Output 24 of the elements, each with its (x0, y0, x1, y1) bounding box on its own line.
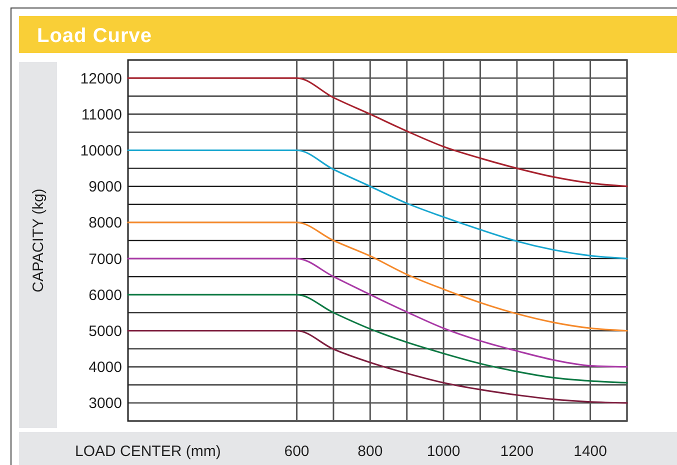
y-tick-label: 8000 (88, 214, 122, 232)
line-series (127, 294, 628, 384)
y-tick-label: 9000 (88, 178, 122, 196)
x-tick-label: 1400 (574, 443, 607, 460)
y-tick-label: 4000 (88, 359, 122, 376)
line-series (127, 330, 628, 404)
y-tick-label: 7000 (88, 250, 122, 268)
x-tick-label: 1200 (500, 443, 534, 460)
y-tick-label: 10000 (80, 142, 122, 160)
line-series (127, 77, 628, 188)
y-tick-label: 12000 (80, 70, 122, 88)
line-series (127, 258, 628, 368)
x-axis-title: LOAD CENTER (mm) (75, 443, 221, 460)
y-tick-label: 11000 (81, 106, 122, 124)
y-tick-label: 5000 (88, 323, 122, 340)
x-tick-label: 1000 (426, 443, 460, 460)
x-tick-label: 800 (358, 443, 383, 460)
line-series (127, 222, 628, 332)
chart-title: Load Curve (37, 25, 152, 47)
x-tick-label: 600 (284, 443, 310, 460)
line-series (127, 149, 628, 260)
y-axis-title: CAPACITY (kg) (30, 188, 47, 292)
y-tick-label: 3000 (88, 395, 122, 412)
y-tick-label: 6000 (88, 286, 122, 304)
